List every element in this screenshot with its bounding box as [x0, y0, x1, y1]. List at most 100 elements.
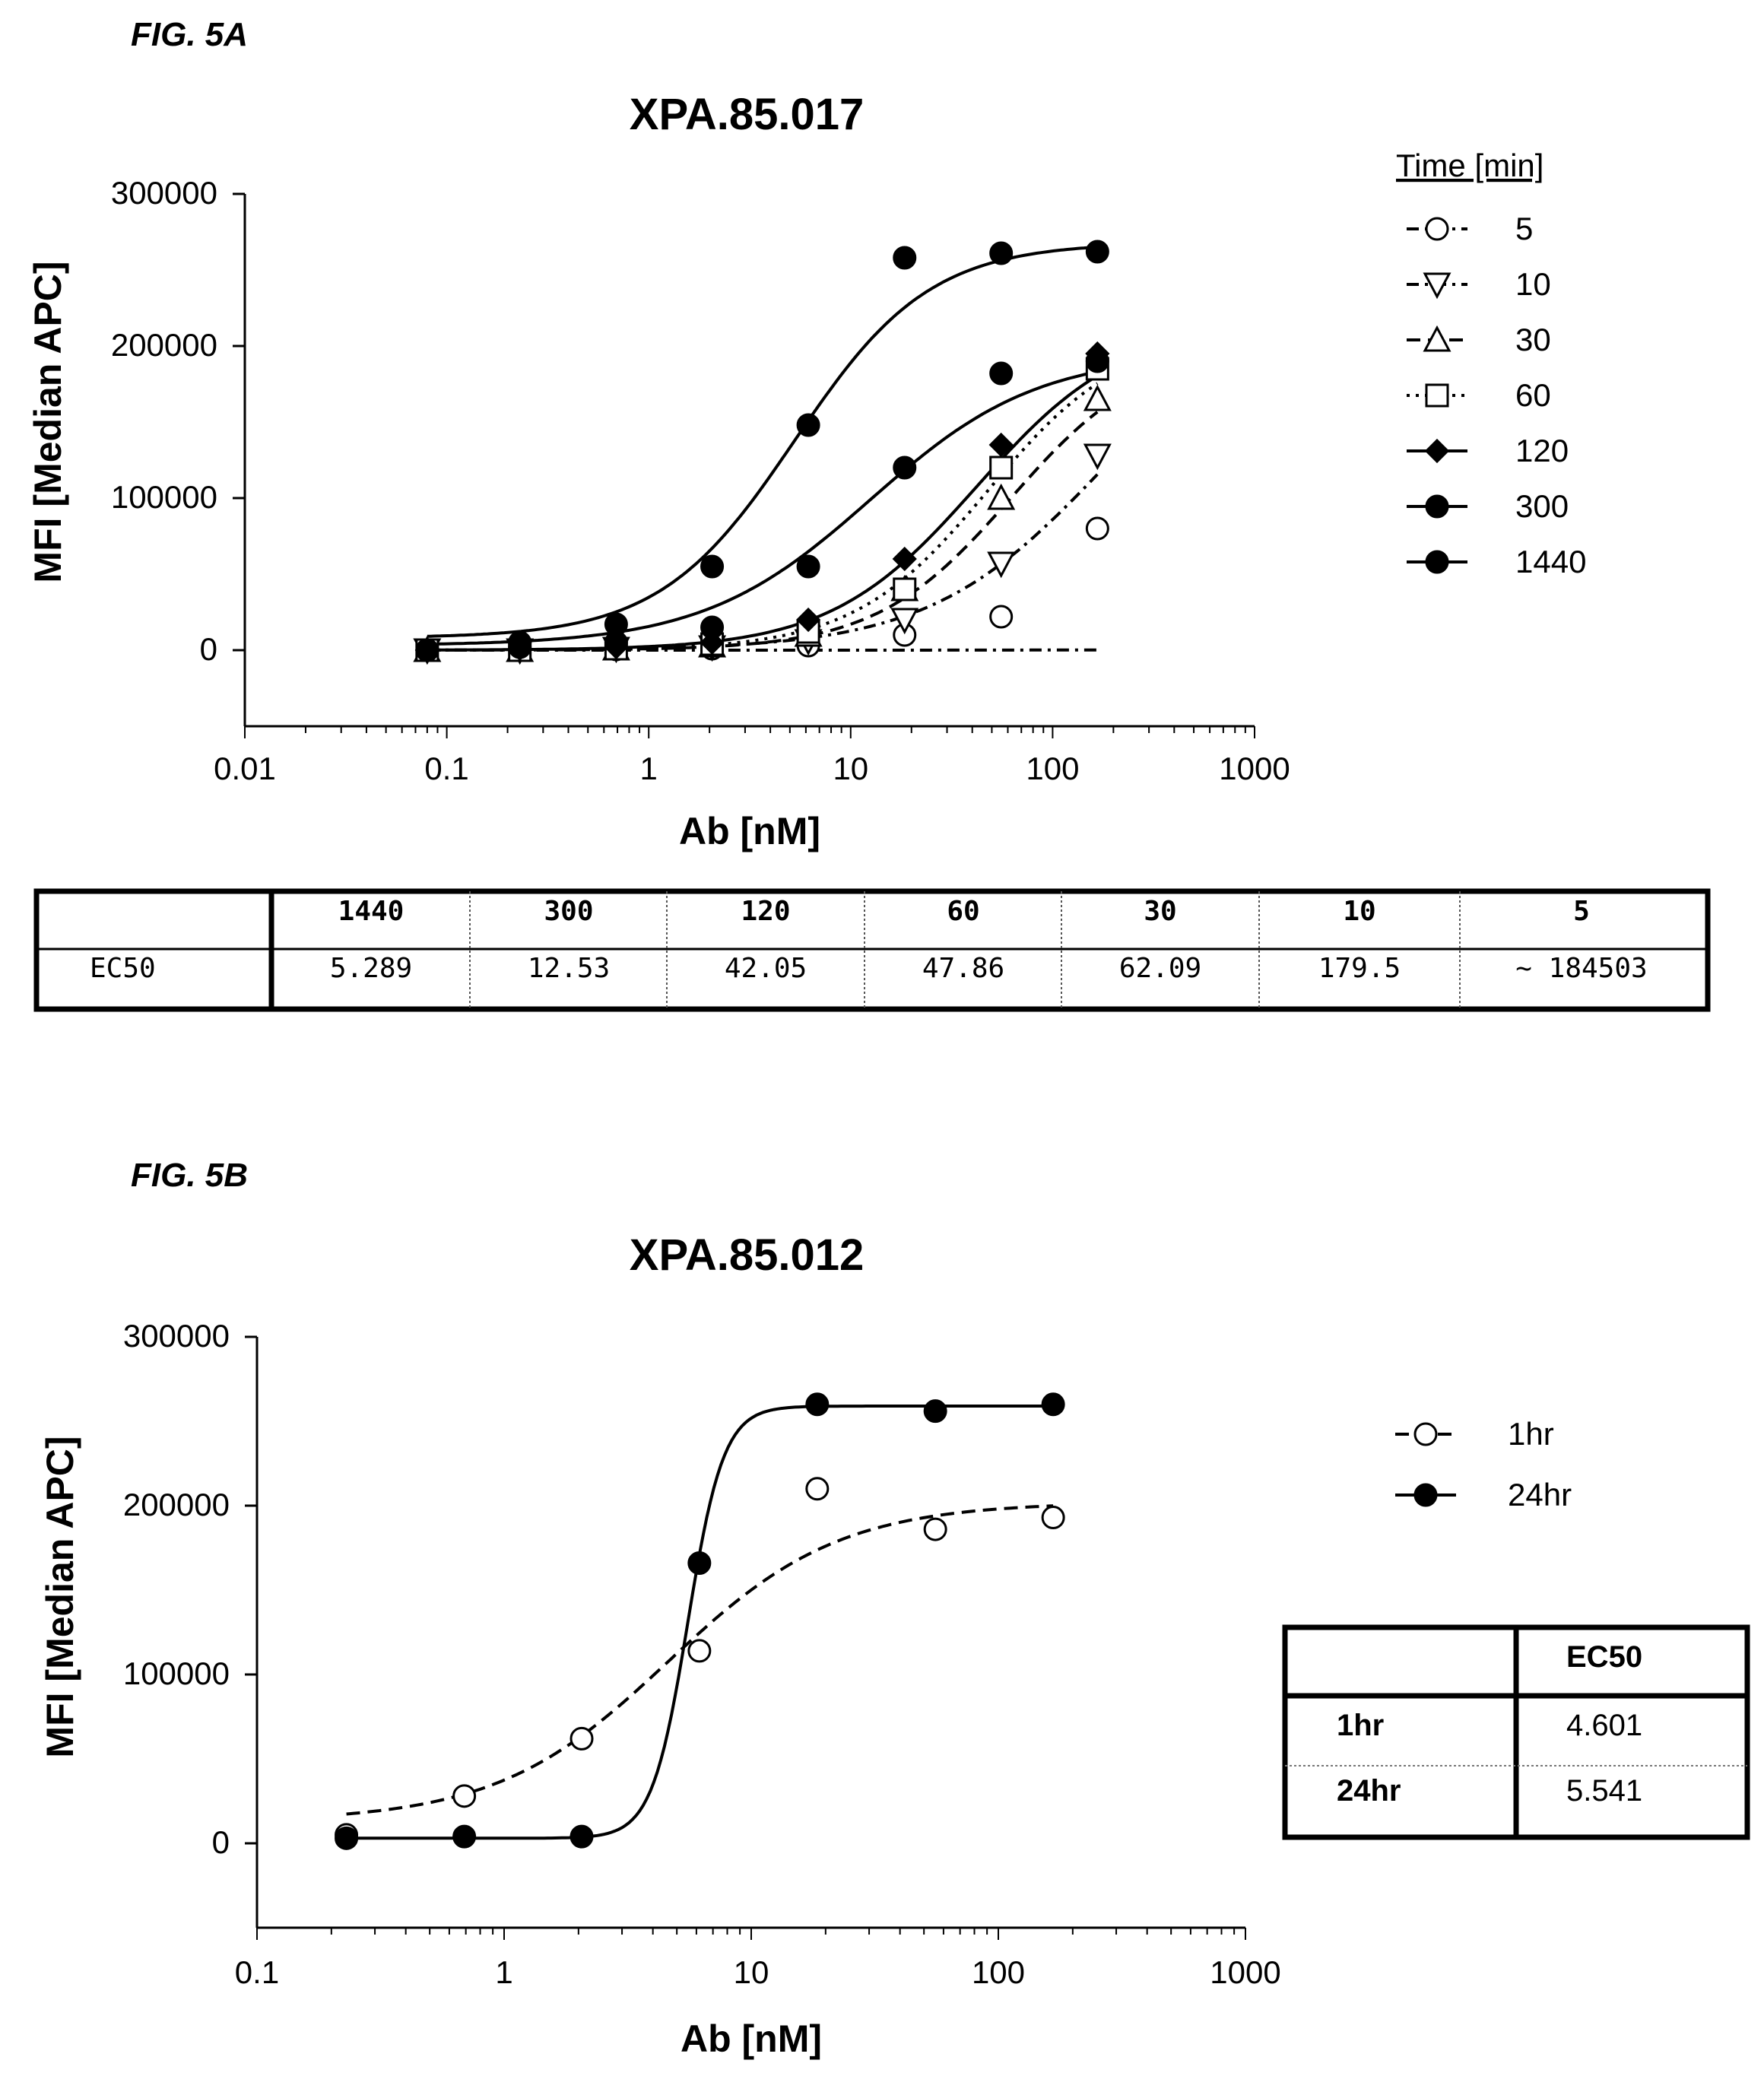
y-tick-label: 100000 — [111, 479, 217, 515]
y-tick-label: 300000 — [111, 175, 217, 211]
data-point — [569, 1726, 594, 1751]
legend-marker — [1425, 550, 1449, 574]
data-point — [989, 241, 1014, 265]
data-point — [892, 546, 917, 572]
table-cell: 62.09 — [1119, 953, 1201, 984]
chart-b-ec50-table: EC50 1hr 4.601 24hr 5.541 — [1282, 1624, 1750, 1840]
data-point — [893, 577, 917, 602]
y-tick-label: 300000 — [123, 1318, 230, 1354]
x-tick-label: 1000 — [1219, 751, 1290, 786]
y-tick-label: 0 — [212, 1824, 230, 1860]
chart-a-ec50-table: 1440 300 120 60 30 10 5 EC50 5.289 12.53… — [33, 888, 1711, 1012]
data-point — [987, 483, 1016, 510]
x-tick-label: 10 — [734, 1954, 769, 1990]
data-point — [796, 554, 820, 579]
chart-a-legend-title: Time [min] — [1396, 148, 1544, 183]
fig-5b-label: FIG. 5B — [131, 1157, 248, 1194]
fit-curve-24hr — [346, 1405, 1054, 1840]
data-point — [335, 1826, 359, 1850]
x-tick-label: 0.1 — [235, 1954, 279, 1990]
table-cell: 47.86 — [922, 953, 1004, 984]
data-point — [988, 432, 1014, 458]
data-point — [989, 605, 1014, 629]
fig-5a-label: FIG. 5A — [131, 16, 248, 53]
x-tick-label: 0.01 — [214, 751, 276, 786]
data-point — [1083, 384, 1112, 411]
data-point — [415, 638, 439, 662]
data-point — [923, 1517, 947, 1541]
data-point — [508, 630, 532, 655]
legend-label: 1hr — [1508, 1416, 1554, 1452]
data-point — [452, 1824, 477, 1849]
data-point — [805, 1477, 830, 1501]
x-tick-label: 1 — [640, 751, 658, 786]
legend-marker — [1425, 383, 1449, 408]
table-cell: 4.601 — [1566, 1709, 1642, 1742]
chart-b-fit-curves — [346, 1405, 1054, 1840]
legend-label: 24hr — [1508, 1477, 1572, 1513]
data-point — [687, 1639, 712, 1663]
table-header: 5 — [1573, 896, 1590, 927]
table-header: 300 — [544, 896, 593, 927]
fit-curve-300 — [427, 370, 1098, 646]
table-cell: ~ 184503 — [1515, 953, 1647, 984]
chart-b-y-ticks: 300000 200000 100000 0 — [123, 1318, 230, 1860]
data-point — [1085, 516, 1109, 541]
table-row-label: 1hr — [1337, 1709, 1384, 1742]
fit-curve-120 — [427, 374, 1099, 652]
data-point — [890, 608, 919, 635]
legend-label: 120 — [1515, 433, 1569, 468]
table-row-label: 24hr — [1337, 1774, 1401, 1808]
legend-label: 300 — [1515, 488, 1569, 524]
data-point — [452, 1784, 477, 1808]
table-cell: 179.5 — [1318, 953, 1401, 984]
chart-a-legend: 5 10 30 60 120 300 1440 — [1407, 211, 1586, 579]
y-tick-label: 200000 — [123, 1487, 230, 1522]
x-tick-label: 100 — [1026, 751, 1079, 786]
table-header: 120 — [741, 896, 790, 927]
data-point — [700, 615, 725, 640]
chart-b-x-axis-label: Ab [nM] — [681, 2017, 822, 2060]
chart-b-points — [335, 1392, 1065, 1850]
chart-a-y-axis-label: MFI [Median APC] — [27, 261, 69, 582]
data-point — [796, 413, 820, 437]
table-header: 30 — [1144, 896, 1176, 927]
x-tick-label: 0.1 — [424, 751, 468, 786]
chart-a-title: XPA.85.017 — [630, 90, 864, 139]
y-tick-label: 100000 — [123, 1655, 230, 1691]
data-point — [893, 456, 917, 480]
data-point — [569, 1824, 594, 1849]
y-tick-label: 200000 — [111, 327, 217, 363]
x-tick-label: 1 — [495, 1954, 512, 1990]
table-header: 1440 — [338, 896, 405, 927]
table-header: 60 — [947, 896, 979, 927]
table-header: 10 — [1343, 896, 1375, 927]
chart-a-x-axis-label: Ab [nM] — [679, 810, 820, 852]
chart-b-y-axis-label: MFI [Median APC] — [39, 1436, 81, 1757]
legend-label: 60 — [1515, 377, 1551, 413]
data-point — [989, 361, 1014, 386]
legend-marker — [1423, 325, 1451, 352]
legend-label: 1440 — [1515, 544, 1586, 579]
data-point — [687, 1551, 712, 1575]
data-point — [795, 607, 821, 633]
data-point — [805, 1392, 830, 1417]
chart-a-y-ticks: 300000 200000 100000 0 — [111, 175, 217, 667]
x-tick-label: 1000 — [1210, 1954, 1280, 1990]
data-point — [893, 246, 917, 270]
data-point — [987, 551, 1016, 579]
data-point — [1085, 349, 1109, 373]
chart-b-x-ticks: 0.1 1 10 100 1000 — [235, 1954, 1281, 1990]
chart-a-fit-curves — [427, 245, 1099, 652]
table-header: EC50 — [1566, 1640, 1642, 1674]
data-point — [1041, 1392, 1065, 1417]
legend-label: 30 — [1515, 322, 1551, 357]
table-cell: 42.05 — [725, 953, 807, 984]
legend-marker — [1413, 1422, 1438, 1446]
fit-curve-1440 — [427, 245, 1098, 638]
legend-marker — [1425, 217, 1449, 241]
y-tick-label: 0 — [200, 631, 217, 667]
chart-b-title: XPA.85.012 — [630, 1230, 864, 1280]
legend-label: 10 — [1515, 266, 1551, 302]
